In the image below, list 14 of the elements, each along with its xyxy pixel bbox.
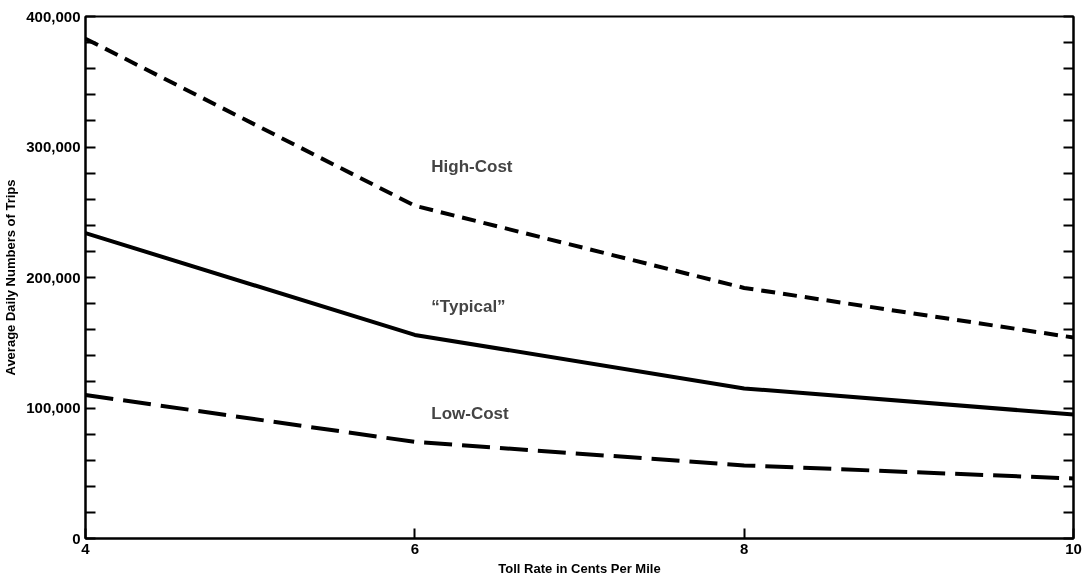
x-tick-label: 10 [1065,539,1082,557]
series-label: “Typical” [431,296,506,316]
x-tick-label: 8 [740,539,749,557]
y-tick-label: 0 [72,529,81,547]
y-axis-title: Average Daily Numbers of Trips [3,179,19,376]
y-tick-label: 300,000 [26,138,81,155]
x-tick-label: 4 [81,539,91,557]
series-label: High-Cost [431,156,513,176]
y-tick-label: 200,000 [26,268,81,286]
x-axis-title: Toll Rate in Cents Per Mile [498,560,661,576]
y-tick-label: 100,000 [26,399,81,416]
x-tick-label: 6 [410,539,420,557]
series-label: Low-Cost [431,404,510,424]
y-tick-label: 400,000 [26,7,81,25]
